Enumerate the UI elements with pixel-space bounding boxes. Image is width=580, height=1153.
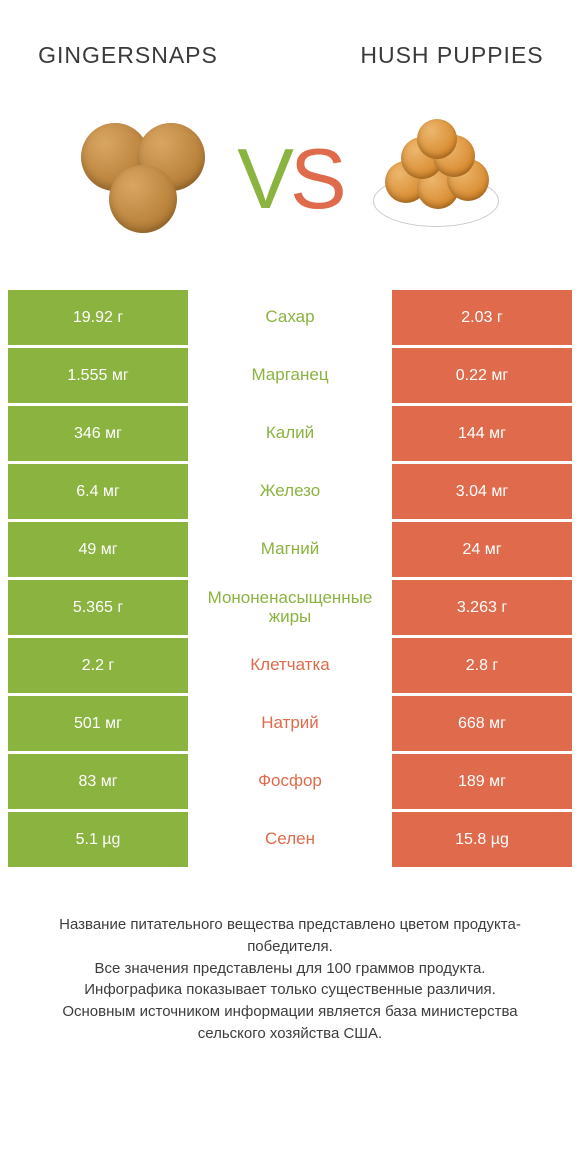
nutrient-label: Клетчатка — [188, 638, 392, 693]
nutrient-label: Натрий — [188, 696, 392, 751]
nutrient-label: Железо — [188, 464, 392, 519]
right-value: 144 мг — [392, 406, 572, 461]
right-value: 3.04 мг — [392, 464, 572, 519]
right-value: 24 мг — [392, 522, 572, 577]
right-value: 15.8 µg — [392, 812, 572, 867]
gingersnaps-icon — [75, 119, 215, 239]
nutrient-label: Фосфор — [188, 754, 392, 809]
nutrient-label: Селен — [188, 812, 392, 867]
comparison-infographic: GINGERSNAPS HUSH PUPPIES VS 19.92 гСахар… — [0, 0, 580, 1075]
vs-label: VS — [237, 137, 342, 222]
nutrient-row: 19.92 гСахар2.03 г — [8, 290, 572, 345]
legend-line-2: Все значения представлены для 100 граммо… — [38, 958, 542, 980]
legend-line-3: Инфографика показывает только существенн… — [38, 979, 542, 1001]
legend-line-1: Название питательного вещества представл… — [38, 914, 542, 958]
header: GINGERSNAPS HUSH PUPPIES — [8, 20, 572, 90]
nutrient-row: 2.2 гКлетчатка2.8 г — [8, 638, 572, 693]
nutrient-row: 346 мгКалий144 мг — [8, 406, 572, 461]
nutrient-row: 5.1 µgСелен15.8 µg — [8, 812, 572, 867]
legend-line-4: Основным источником информации является … — [38, 1001, 542, 1045]
nutrient-row: 83 мгФосфор189 мг — [8, 754, 572, 809]
vs-letter-v: V — [237, 132, 290, 227]
right-value: 0.22 мг — [392, 348, 572, 403]
left-value: 49 мг — [8, 522, 188, 577]
left-value: 83 мг — [8, 754, 188, 809]
nutrient-label: Сахар — [188, 290, 392, 345]
left-value: 2.2 г — [8, 638, 188, 693]
left-value: 346 мг — [8, 406, 188, 461]
left-value: 501 мг — [8, 696, 188, 751]
nutrient-row: 6.4 мгЖелезо3.04 мг — [8, 464, 572, 519]
nutrient-label: Магний — [188, 522, 392, 577]
nutrient-label: Марганец — [188, 348, 392, 403]
right-value: 2.8 г — [392, 638, 572, 693]
left-food-image — [65, 104, 225, 254]
left-value: 5.1 µg — [8, 812, 188, 867]
nutrient-row: 5.365 гМононенасыщенные жиры3.263 г — [8, 580, 572, 635]
left-food-title: GINGERSNAPS — [28, 42, 228, 68]
nutrient-row: 1.555 мгМарганец0.22 мг — [8, 348, 572, 403]
left-value: 1.555 мг — [8, 348, 188, 403]
vs-letter-s: S — [290, 132, 343, 227]
right-value: 189 мг — [392, 754, 572, 809]
legend: Название питательного вещества представл… — [8, 870, 572, 1045]
left-value: 19.92 г — [8, 290, 188, 345]
right-food-title: HUSH PUPPIES — [352, 42, 552, 68]
right-value: 2.03 г — [392, 290, 572, 345]
nutrient-row: 49 мгМагний24 мг — [8, 522, 572, 577]
right-value: 668 мг — [392, 696, 572, 751]
right-food-image — [355, 104, 515, 254]
right-value: 3.263 г — [392, 580, 572, 635]
nutrient-table: 19.92 гСахар2.03 г1.555 мгМарганец0.22 м… — [8, 290, 572, 867]
nutrient-row: 501 мгНатрий668 мг — [8, 696, 572, 751]
nutrient-label: Калий — [188, 406, 392, 461]
nutrient-label: Мононенасыщенные жиры — [188, 580, 392, 635]
left-value: 5.365 г — [8, 580, 188, 635]
hero-row: VS — [8, 90, 572, 290]
left-value: 6.4 мг — [8, 464, 188, 519]
hushpuppies-icon — [365, 119, 505, 239]
